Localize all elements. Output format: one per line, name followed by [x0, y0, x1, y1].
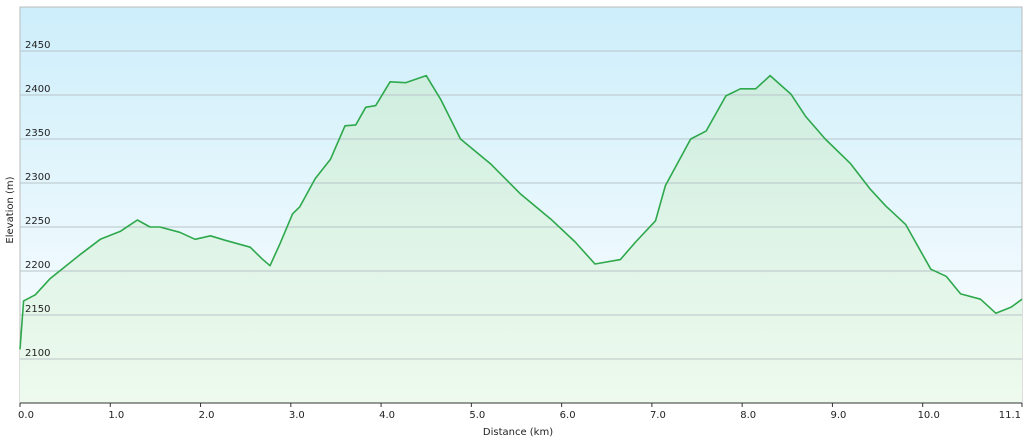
x-tick-label: 10.0 — [918, 410, 940, 421]
y-tick-label: 2250 — [25, 216, 50, 227]
x-tick-label: 9.0 — [830, 410, 846, 421]
x-axis-label: Distance (km) — [483, 427, 553, 438]
y-tick-label: 2300 — [25, 172, 50, 183]
y-axis-label: Elevation (m) — [5, 176, 16, 243]
y-tick-label: 2150 — [25, 304, 50, 315]
y-tick-label: 2350 — [25, 128, 50, 139]
y-tick-label: 2450 — [25, 40, 50, 51]
x-tick-label: 3.0 — [289, 410, 305, 421]
area-fill — [20, 75, 1022, 403]
y-tick-label: 2200 — [25, 260, 50, 271]
x-tick-label: 8.0 — [740, 410, 756, 421]
x-tick-label: 7.0 — [650, 410, 666, 421]
y-tick-label: 2100 — [25, 348, 50, 359]
x-tick-label: 11.1 — [999, 410, 1021, 421]
x-tick-label: 0.0 — [18, 410, 34, 421]
x-tick-label: 2.0 — [199, 410, 215, 421]
x-tick-label: 6.0 — [560, 410, 576, 421]
x-tick-label: 5.0 — [469, 410, 485, 421]
x-tick-label: 1.0 — [108, 410, 124, 421]
x-tick-label: 4.0 — [379, 410, 395, 421]
elevation-line — [19, 74, 1023, 350]
y-tick-label: 2400 — [25, 84, 50, 95]
